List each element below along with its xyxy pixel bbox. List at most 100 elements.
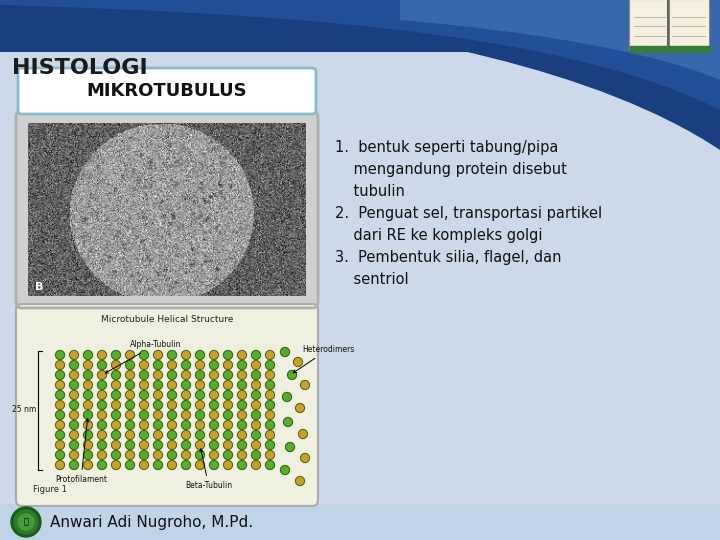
Text: 1.  bentuk seperti tabung/pipa: 1. bentuk seperti tabung/pipa (335, 140, 559, 155)
Circle shape (125, 430, 135, 440)
Circle shape (125, 361, 135, 369)
Circle shape (181, 381, 191, 389)
Circle shape (238, 381, 246, 389)
Circle shape (153, 410, 163, 420)
Circle shape (181, 421, 191, 429)
Circle shape (112, 370, 120, 380)
Circle shape (140, 441, 148, 449)
Circle shape (196, 441, 204, 449)
Circle shape (153, 450, 163, 460)
Circle shape (223, 450, 233, 460)
Circle shape (112, 461, 120, 469)
Circle shape (251, 461, 261, 469)
FancyBboxPatch shape (18, 68, 316, 114)
Circle shape (11, 507, 41, 537)
Circle shape (299, 429, 307, 438)
Circle shape (153, 370, 163, 380)
Circle shape (125, 461, 135, 469)
Circle shape (238, 421, 246, 429)
Circle shape (84, 461, 92, 469)
Circle shape (266, 381, 274, 389)
Circle shape (55, 370, 65, 380)
Circle shape (281, 465, 289, 475)
Circle shape (84, 410, 92, 420)
Circle shape (251, 401, 261, 409)
Circle shape (97, 370, 107, 380)
PathPatch shape (0, 0, 720, 150)
Circle shape (196, 350, 204, 360)
Circle shape (223, 361, 233, 369)
Text: dari RE ke kompleks golgi: dari RE ke kompleks golgi (335, 228, 542, 243)
Circle shape (112, 401, 120, 409)
Circle shape (196, 401, 204, 409)
Circle shape (168, 361, 176, 369)
Circle shape (97, 401, 107, 409)
Circle shape (55, 421, 65, 429)
FancyBboxPatch shape (16, 111, 318, 308)
Circle shape (97, 350, 107, 360)
Circle shape (125, 421, 135, 429)
Circle shape (55, 361, 65, 369)
Circle shape (140, 350, 148, 360)
Circle shape (153, 441, 163, 449)
Circle shape (251, 421, 261, 429)
Circle shape (295, 476, 305, 485)
Circle shape (97, 410, 107, 420)
Circle shape (70, 370, 78, 380)
Circle shape (266, 450, 274, 460)
Circle shape (181, 390, 191, 400)
Circle shape (125, 410, 135, 420)
Circle shape (55, 350, 65, 360)
Circle shape (70, 430, 78, 440)
Text: 🌿: 🌿 (24, 517, 29, 526)
Circle shape (238, 410, 246, 420)
Circle shape (210, 410, 218, 420)
Circle shape (140, 361, 148, 369)
Circle shape (266, 370, 274, 380)
Circle shape (97, 441, 107, 449)
Circle shape (70, 350, 78, 360)
Circle shape (181, 370, 191, 380)
Circle shape (125, 370, 135, 380)
Circle shape (168, 370, 176, 380)
Circle shape (238, 401, 246, 409)
Circle shape (266, 390, 274, 400)
Circle shape (140, 370, 148, 380)
Circle shape (55, 401, 65, 409)
Circle shape (70, 441, 78, 449)
Text: Alpha-Tubulin: Alpha-Tubulin (105, 340, 181, 373)
Circle shape (251, 410, 261, 420)
Circle shape (238, 461, 246, 469)
Circle shape (181, 441, 191, 449)
Circle shape (14, 510, 38, 534)
Circle shape (112, 421, 120, 429)
Circle shape (55, 450, 65, 460)
Circle shape (196, 381, 204, 389)
Circle shape (84, 430, 92, 440)
Text: Figure 1: Figure 1 (33, 485, 67, 494)
Circle shape (223, 370, 233, 380)
Circle shape (125, 401, 135, 409)
Circle shape (84, 401, 92, 409)
Text: Microtubule Helical Structure: Microtubule Helical Structure (101, 315, 233, 325)
Text: tubulin: tubulin (335, 184, 405, 199)
Circle shape (70, 381, 78, 389)
Text: 3.  Pembentuk silia, flagel, dan: 3. Pembentuk silia, flagel, dan (335, 250, 562, 265)
Circle shape (97, 421, 107, 429)
Circle shape (70, 450, 78, 460)
Circle shape (112, 430, 120, 440)
Circle shape (70, 421, 78, 429)
Text: 25 nm: 25 nm (12, 406, 36, 415)
Circle shape (97, 430, 107, 440)
Circle shape (238, 370, 246, 380)
Circle shape (284, 417, 292, 427)
Circle shape (112, 450, 120, 460)
Text: Heterodimers: Heterodimers (293, 345, 354, 373)
Circle shape (112, 381, 120, 389)
Circle shape (97, 390, 107, 400)
Circle shape (266, 461, 274, 469)
Circle shape (223, 350, 233, 360)
Circle shape (140, 390, 148, 400)
Circle shape (55, 461, 65, 469)
Circle shape (266, 410, 274, 420)
